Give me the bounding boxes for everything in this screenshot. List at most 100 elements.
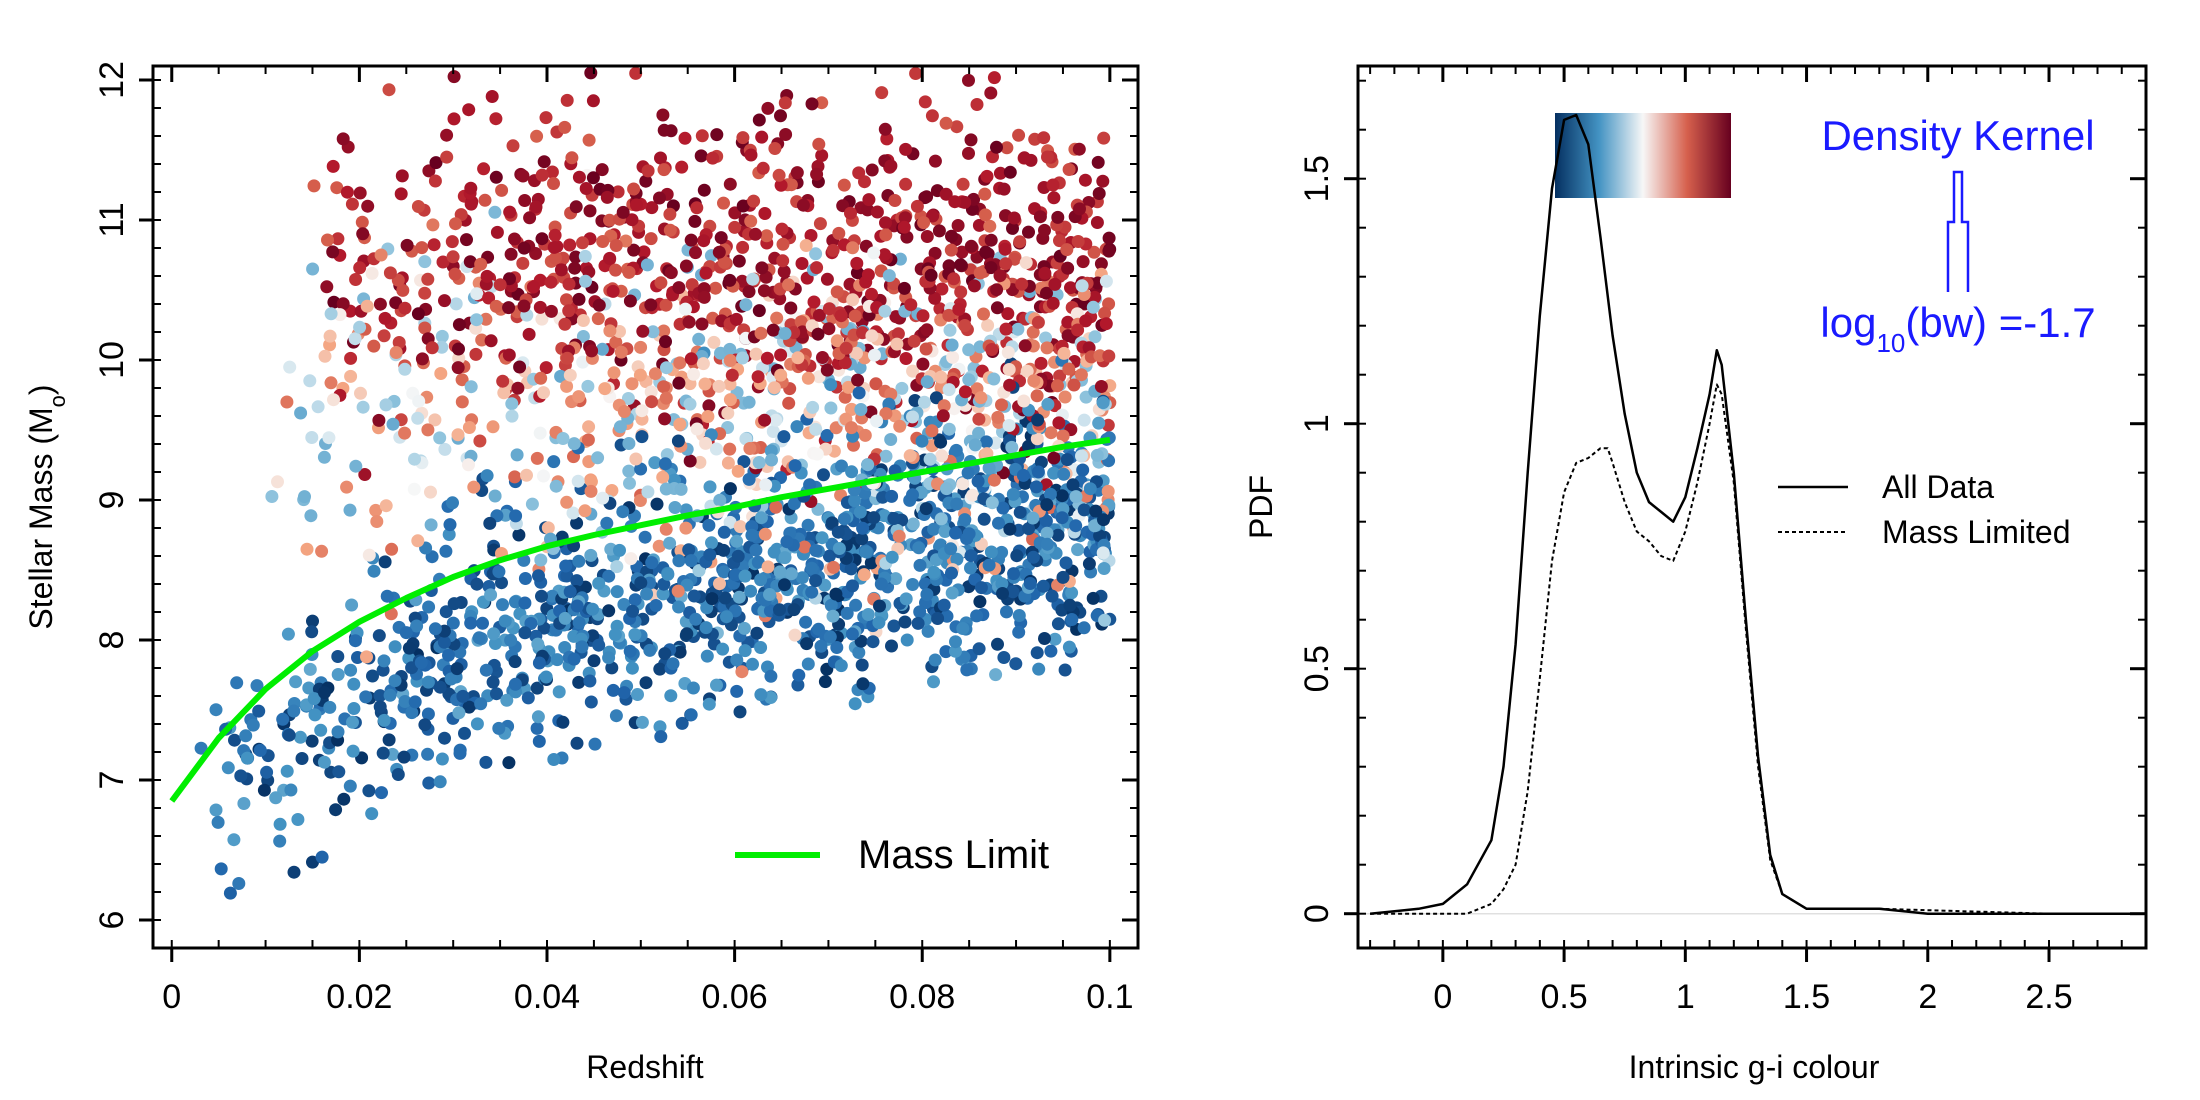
scatter-point <box>654 151 667 165</box>
scatter-point <box>1055 489 1069 503</box>
scatter-point <box>1003 165 1017 179</box>
scatter-point <box>804 229 818 242</box>
scatter-point <box>824 401 838 415</box>
scatter-point <box>340 480 354 494</box>
scatter-point <box>784 567 798 581</box>
scatter-point <box>584 548 598 562</box>
scatter-point <box>418 286 432 300</box>
scatter-point <box>211 815 225 829</box>
scatter-point <box>273 817 287 831</box>
scatter-point <box>422 600 436 614</box>
scatter-point <box>1061 329 1075 343</box>
scatter-point <box>260 765 274 779</box>
scatter-point <box>822 302 836 316</box>
scatter-point <box>659 391 673 405</box>
scatter-point <box>230 676 244 690</box>
scatter-point <box>855 532 869 546</box>
scatter-point <box>428 622 442 636</box>
scatter-point <box>1009 657 1023 671</box>
scatter-point <box>774 109 787 123</box>
scatter-point <box>985 343 999 356</box>
scatter-point <box>764 444 778 458</box>
scatter-point <box>1053 234 1066 248</box>
scatter-point <box>581 433 595 447</box>
scatter-point <box>644 385 658 399</box>
all-data-legend-label: All Data <box>1882 469 1994 505</box>
scatter-point <box>660 361 673 375</box>
scatter-point <box>848 494 862 508</box>
scatter-point <box>679 521 693 535</box>
scatter-point <box>345 598 359 612</box>
scatter-point <box>637 245 651 259</box>
scatter-point <box>492 565 506 579</box>
scatter-point <box>645 556 659 570</box>
scatter-point <box>608 628 622 642</box>
pdf-axis-ticks: 0 0.5 1 1.5 2 2.5 0 0.5 1 1.5 <box>1298 66 2146 1016</box>
scatter-point <box>429 156 443 170</box>
scatter-point <box>773 565 787 579</box>
scatter-point <box>234 769 248 783</box>
scatter-point <box>718 591 732 605</box>
scatter-point <box>480 269 494 283</box>
scatter-point <box>633 494 647 507</box>
scatter-y-tick-label: 12 <box>93 61 131 99</box>
scatter-point <box>382 733 396 747</box>
scatter-point <box>950 120 964 134</box>
scatter-point <box>943 323 957 337</box>
scatter-point <box>1026 325 1040 339</box>
scatter-point <box>657 163 671 177</box>
scatter-point <box>1017 394 1031 408</box>
scatter-point <box>900 633 914 647</box>
scatter-point <box>830 334 844 348</box>
scatter-point <box>305 625 319 639</box>
scatter-point <box>1096 174 1110 188</box>
scatter-point <box>317 450 331 464</box>
scatter-point <box>865 329 879 343</box>
scatter-point <box>586 629 600 643</box>
scatter-point <box>865 163 879 177</box>
scatter-point <box>446 496 459 510</box>
scatter-point <box>496 374 510 388</box>
scatter-point <box>595 163 609 177</box>
scatter-point <box>744 148 758 162</box>
scatter-point <box>916 357 930 371</box>
scatter-point <box>614 345 628 359</box>
scatter-point <box>392 336 406 349</box>
scatter-point <box>456 689 470 703</box>
scatter-point <box>584 695 598 709</box>
scatter-point <box>801 371 815 385</box>
scatter-point <box>470 577 484 591</box>
scatter-point <box>1066 478 1080 492</box>
scatter-point <box>764 691 778 704</box>
scatter-point <box>532 569 545 583</box>
scatter-point <box>1023 577 1037 590</box>
scatter-x-tick-label: 0 <box>162 978 181 1016</box>
scatter-point <box>906 410 919 424</box>
scatter-point <box>443 518 457 532</box>
density-kernel-annotation: Density Kernel log10(bw) =-1.7 <box>1820 112 2095 358</box>
scatter-point <box>1040 286 1053 300</box>
scatter-point <box>640 587 654 601</box>
scatter-y-tick-label: 6 <box>93 911 131 930</box>
scatter-point <box>928 291 942 305</box>
scatter-point <box>815 96 829 110</box>
scatter-point <box>682 543 696 557</box>
scatter-point <box>895 381 909 395</box>
scatter-point <box>656 470 670 484</box>
scatter-point <box>544 275 558 289</box>
scatter-point <box>671 434 685 448</box>
scatter-point <box>1073 202 1086 216</box>
scatter-point <box>890 337 904 351</box>
scatter-point <box>915 434 929 448</box>
scatter-point <box>518 596 532 610</box>
scatter-point <box>1038 266 1052 280</box>
scatter-point <box>355 215 369 229</box>
scatter-point <box>791 678 805 692</box>
scatter-point <box>377 713 391 727</box>
scatter-point <box>990 140 1003 154</box>
scatter-point <box>693 455 707 469</box>
scatter-point <box>560 569 574 583</box>
pdf-x-tick-label: 1 <box>1676 978 1695 1016</box>
scatter-point <box>1058 663 1072 677</box>
scatter-point <box>414 656 428 670</box>
